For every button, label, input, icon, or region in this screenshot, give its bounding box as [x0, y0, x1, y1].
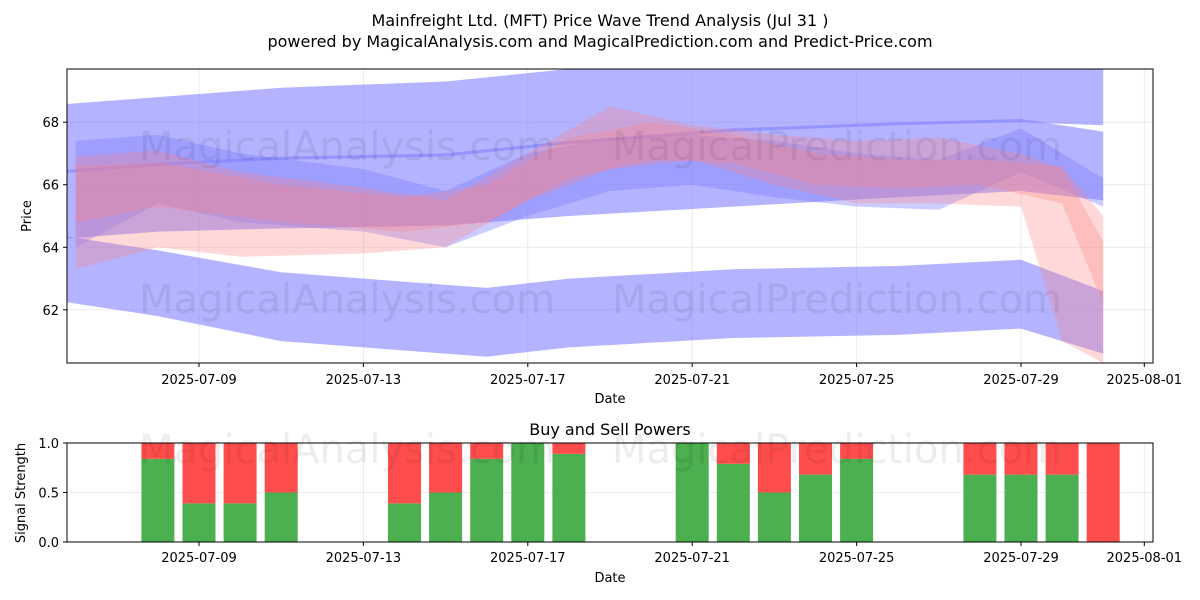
buy-bar: [182, 503, 216, 542]
price-y-ticks: 62 64 66 68: [42, 116, 67, 319]
price-y-tick-label: 66: [42, 179, 59, 194]
sell-bar: [799, 443, 832, 475]
signal-x-tick-label: 2025-07-25: [819, 551, 895, 566]
sell-bar: [264, 443, 298, 493]
chart-title: Mainfreight Ltd. (MFT) Price Wave Trend …: [372, 11, 829, 30]
sell-bar: [716, 443, 750, 464]
buy-bar: [716, 463, 750, 542]
signal-bars: [141, 443, 1120, 542]
sell-bar: [1045, 443, 1079, 475]
buy-bar: [141, 458, 175, 542]
signal-x-tick-label: 2025-08-01: [1107, 551, 1183, 566]
price-axes-frame: [66, 68, 1154, 364]
signal-x-tick-label: 2025-07-13: [326, 551, 402, 566]
buy-bar: [552, 453, 586, 542]
signal-x-tick-label: 2025-07-09: [161, 551, 237, 566]
price-x-tick-label: 2025-07-21: [654, 373, 730, 388]
price-band-blue: [75, 128, 1104, 248]
watermark-left: MagicalAnalysis.com: [139, 124, 555, 170]
buy-bar: [511, 443, 545, 542]
watermark-right: MagicalPrediction.com: [612, 427, 1062, 473]
price-band-red: [75, 122, 1104, 304]
signal-y-ticks: 0.0 0.5 1.0: [38, 437, 67, 551]
signal-y-tick-label: 0.5: [38, 487, 59, 502]
sell-bar: [757, 443, 791, 493]
price-x-tick-label: 2025-07-17: [490, 373, 566, 388]
price-y-tick-label: 68: [42, 116, 59, 131]
buy-bar: [264, 492, 298, 542]
signal-x-tick-label: 2025-07-29: [983, 551, 1059, 566]
price-x-tick-label: 2025-08-01: [1107, 373, 1183, 388]
sell-bar: [1086, 443, 1120, 542]
price-y-axis-label: Price: [20, 200, 35, 232]
price-band-blue: [67, 69, 1104, 173]
buy-sell-title: Buy and Sell Powers: [529, 420, 691, 439]
buy-bar: [675, 443, 709, 542]
buy-bar: [223, 503, 257, 542]
price-x-axis-label: Date: [594, 392, 625, 407]
price-wave-plot: MagicalAnalysis.com MagicalPrediction.co…: [20, 68, 1182, 407]
price-x-tick-label: 2025-07-09: [161, 373, 237, 388]
sell-bar: [470, 443, 504, 459]
watermark-right: MagicalPrediction.com: [612, 277, 1062, 323]
buy-bar: [963, 474, 997, 542]
signal-y-tick-label: 1.0: [38, 437, 59, 452]
sell-bar: [223, 443, 257, 504]
sell-bar: [141, 443, 175, 459]
buy-bar: [388, 503, 421, 542]
buy-bar: [799, 474, 832, 542]
buy-bar: [1004, 474, 1038, 542]
sell-bar: [429, 443, 463, 493]
signal-y-tick-label: 0.0: [38, 536, 59, 551]
sell-bar: [963, 443, 997, 475]
signal-x-ticks: 2025-07-09 2025-07-13 2025-07-17 2025-07-21…: [161, 542, 1182, 566]
buy-sell-plot: Buy and Sell Powers MagicalAnalysis.com …: [14, 420, 1182, 586]
buy-bar: [840, 458, 874, 542]
price-x-tick-label: 2025-07-13: [326, 373, 402, 388]
chart-subtitle: powered by MagicalAnalysis.com and Magic…: [267, 32, 932, 51]
sell-bar: [552, 443, 586, 454]
price-bands: [67, 69, 1104, 363]
watermark-right: MagicalPrediction.com: [612, 124, 1062, 170]
price-x-tick-label: 2025-07-25: [819, 373, 895, 388]
price-x-tick-label: 2025-07-29: [983, 373, 1059, 388]
sell-bar: [388, 443, 421, 504]
watermark-left: MagicalAnalysis.com: [139, 427, 555, 473]
watermark-left: MagicalAnalysis.com: [139, 277, 555, 323]
signal-x-tick-label: 2025-07-17: [490, 551, 566, 566]
price-y-tick-label: 64: [42, 241, 59, 256]
buy-bar: [757, 492, 791, 542]
sell-bar: [1004, 443, 1038, 475]
price-y-tick-label: 62: [42, 304, 59, 319]
price-x-ticks: 2025-07-09 2025-07-13 2025-07-17 2025-07-21…: [161, 363, 1182, 388]
buy-bar: [429, 492, 463, 542]
price-band-red: [75, 106, 1104, 363]
sell-bar: [182, 443, 216, 504]
signal-x-tick-label: 2025-07-21: [654, 551, 730, 566]
signal-y-axis-label: Signal Strength: [14, 443, 29, 543]
price-band-blue: [67, 119, 1104, 239]
buy-bar: [470, 458, 504, 542]
price-band-blue: [67, 236, 1104, 357]
signal-x-axis-label: Date: [594, 571, 625, 586]
sell-bar: [840, 443, 874, 459]
buy-bar: [1045, 474, 1079, 542]
